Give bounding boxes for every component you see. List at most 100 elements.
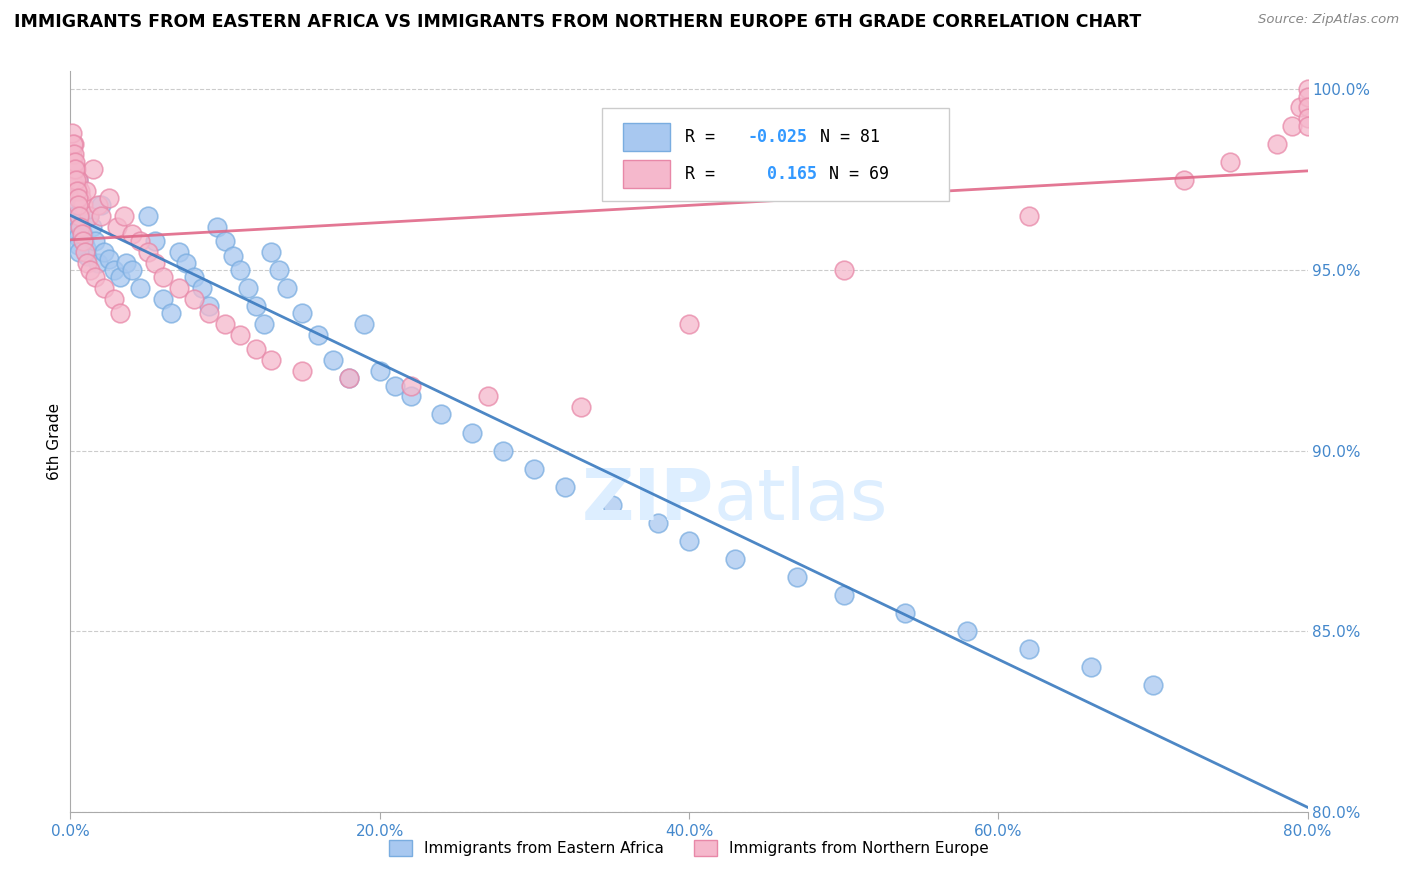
Point — [69, 219, 91, 234]
Point — [93, 281, 115, 295]
Point — [554, 480, 576, 494]
Point — [60, 126, 83, 140]
Point — [63, 172, 86, 186]
Point — [72, 234, 94, 248]
Point — [167, 281, 190, 295]
Point — [114, 209, 135, 223]
Point — [63, 191, 86, 205]
Text: N = 81: N = 81 — [800, 128, 880, 146]
Point — [1296, 100, 1319, 114]
Point — [477, 389, 499, 403]
Point — [108, 270, 131, 285]
Point — [145, 234, 166, 248]
Point — [103, 292, 125, 306]
Point — [492, 443, 515, 458]
Point — [65, 216, 87, 230]
Point — [1080, 660, 1102, 674]
Point — [1296, 89, 1319, 103]
Point — [108, 306, 131, 320]
FancyBboxPatch shape — [623, 123, 671, 152]
Text: IMMIGRANTS FROM EASTERN AFRICA VS IMMIGRANTS FROM NORTHERN EUROPE 6TH GRADE CORR: IMMIGRANTS FROM EASTERN AFRICA VS IMMIGR… — [14, 13, 1142, 31]
Point — [1265, 136, 1288, 151]
Point — [337, 371, 360, 385]
Point — [66, 230, 89, 244]
Point — [1296, 119, 1319, 133]
Point — [60, 172, 83, 186]
Legend: Immigrants from Eastern Africa, Immigrants from Northern Europe: Immigrants from Eastern Africa, Immigran… — [388, 840, 990, 856]
Point — [98, 191, 120, 205]
Point — [76, 256, 98, 270]
Point — [291, 364, 314, 378]
Point — [724, 552, 747, 566]
Point — [70, 227, 93, 241]
Point — [832, 263, 855, 277]
Point — [129, 234, 152, 248]
Point — [60, 147, 83, 161]
Point — [65, 180, 87, 194]
Point — [121, 227, 143, 241]
Point — [60, 180, 83, 194]
Point — [191, 281, 214, 295]
Point — [245, 299, 267, 313]
Text: R =: R = — [685, 128, 725, 146]
Point — [67, 209, 90, 223]
Point — [62, 187, 84, 202]
Point — [430, 408, 453, 422]
Point — [67, 205, 90, 219]
Point — [600, 498, 623, 512]
Point — [63, 202, 86, 216]
Point — [77, 209, 100, 223]
Text: R =: R = — [685, 165, 725, 183]
Point — [115, 256, 138, 270]
Point — [79, 263, 101, 277]
Point — [1296, 82, 1319, 96]
Point — [322, 353, 344, 368]
Point — [69, 212, 91, 227]
Point — [73, 234, 96, 248]
Point — [174, 256, 197, 270]
Point — [229, 263, 252, 277]
Point — [67, 172, 90, 186]
Point — [90, 209, 112, 223]
Point — [62, 161, 84, 176]
Text: atlas: atlas — [714, 467, 889, 535]
Point — [90, 198, 112, 212]
Point — [214, 234, 236, 248]
Point — [62, 194, 84, 209]
Point — [62, 136, 84, 151]
Point — [786, 570, 808, 584]
Text: 0.165: 0.165 — [747, 165, 817, 183]
Point — [72, 227, 94, 241]
Point — [152, 292, 174, 306]
Point — [1296, 112, 1319, 126]
Point — [136, 244, 159, 259]
Point — [62, 147, 84, 161]
Point — [183, 292, 205, 306]
Point — [80, 219, 103, 234]
Point — [129, 281, 152, 295]
Point — [77, 209, 100, 223]
Point — [1018, 642, 1040, 657]
Point — [66, 198, 89, 212]
Point — [260, 244, 283, 259]
FancyBboxPatch shape — [623, 161, 671, 188]
Text: ZIP: ZIP — [582, 467, 714, 535]
Y-axis label: 6th Grade: 6th Grade — [46, 403, 62, 480]
Point — [65, 161, 87, 176]
Point — [62, 172, 84, 186]
Point — [82, 161, 105, 176]
Point — [1281, 119, 1303, 133]
Text: Source: ZipAtlas.com: Source: ZipAtlas.com — [1258, 13, 1399, 27]
Point — [353, 317, 375, 331]
Text: -0.025: -0.025 — [747, 128, 807, 146]
Point — [67, 237, 90, 252]
Point — [167, 244, 190, 259]
Point — [253, 317, 276, 331]
Point — [461, 425, 484, 440]
Point — [214, 317, 236, 331]
Point — [87, 256, 110, 270]
Point — [1219, 154, 1241, 169]
Point — [1142, 678, 1164, 692]
Point — [66, 184, 89, 198]
Point — [384, 378, 406, 392]
